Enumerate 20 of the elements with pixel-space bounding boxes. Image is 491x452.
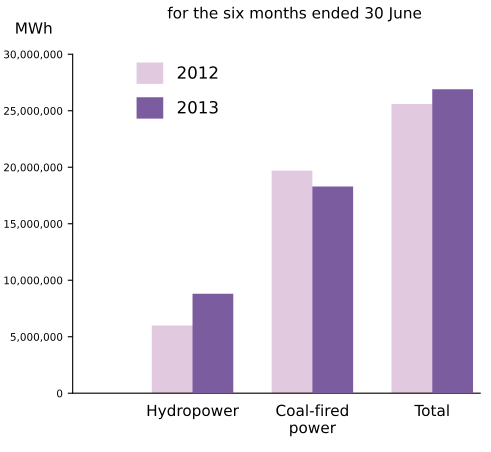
y-tick-label: 25,000,000 bbox=[4, 106, 62, 116]
bar bbox=[192, 294, 234, 394]
y-tick-label: 0 bbox=[57, 389, 62, 398]
bar bbox=[392, 104, 432, 394]
bar bbox=[272, 170, 312, 394]
bar bbox=[152, 325, 193, 394]
y-tick-label: 20,000,000 bbox=[4, 163, 62, 172]
x-tick-label: Total bbox=[414, 404, 449, 416]
bar bbox=[432, 89, 474, 394]
y-tick-label: 15,000,000 bbox=[4, 220, 62, 229]
y-axis-title: MWh bbox=[16, 22, 52, 34]
legend-label: 2013 bbox=[178, 101, 218, 114]
legend-label: 2012 bbox=[178, 66, 218, 79]
x-tick-label: Coal-fired power bbox=[276, 404, 348, 436]
chart-title: for the six months ended 30 June bbox=[168, 6, 422, 22]
bar bbox=[312, 186, 354, 394]
x-tick-label: Hydropower bbox=[148, 404, 239, 420]
y-tick-label: 5,000,000 bbox=[10, 332, 62, 342]
y-tick-label: 10,000,000 bbox=[4, 276, 62, 286]
y-tick-label: 30,000,000 bbox=[4, 50, 62, 60]
